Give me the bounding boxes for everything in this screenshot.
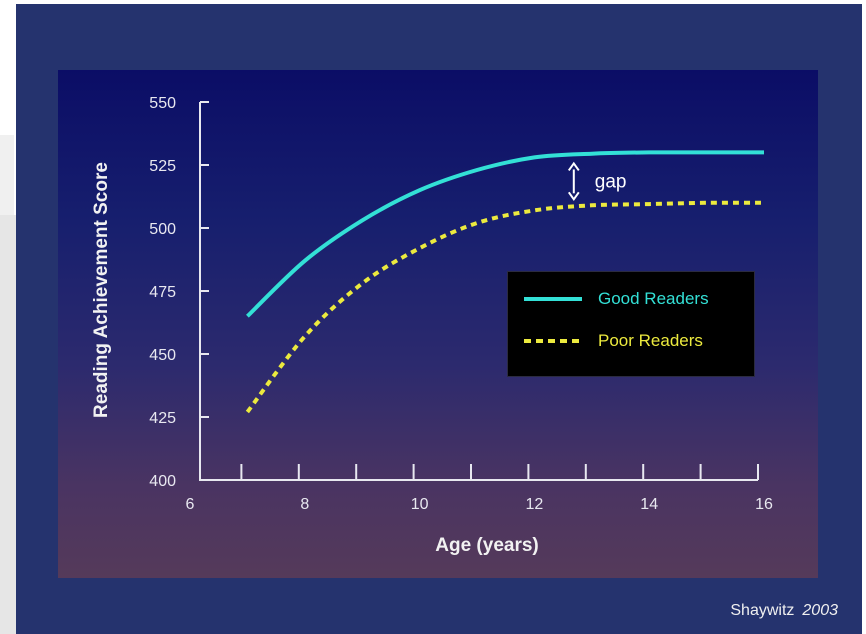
y-tick-label-425: 425 (149, 410, 176, 427)
left-margin-strip (0, 135, 14, 215)
y-tick-label-475: 475 (149, 284, 176, 301)
y-tick-label-500: 500 (149, 221, 176, 238)
y-tick-label-550: 550 (149, 95, 176, 112)
series-line-good-readers (246, 150, 764, 318)
credit-year: 2003 (802, 602, 838, 619)
x-tick-label-12: 12 (526, 496, 544, 513)
legend-swatch-good-readers (524, 297, 582, 301)
legend-item-poor-readers: Poor Readers (508, 329, 754, 353)
slide-background (16, 4, 862, 634)
y-tick-label-525: 525 (149, 158, 176, 175)
legend: Good Readers Poor Readers (507, 271, 755, 377)
y-axis-label: Reading Achievement Score (91, 162, 112, 418)
legend-label-poor-readers: Poor Readers (598, 331, 703, 350)
left-margin-panel (0, 215, 16, 634)
chart-annotations: gap (567, 161, 627, 202)
source-credit: Shaywitz 2003 (730, 602, 838, 620)
legend-item-good-readers: Good Readers (508, 287, 754, 311)
chart-ticks: 400 425 450 475 500 525 550 6 8 10 12 14 16 (149, 95, 773, 513)
chart-series (245, 150, 765, 414)
x-tick-label-8: 8 (300, 496, 309, 513)
y-tick-label-450: 450 (149, 347, 176, 364)
x-tick-label-16: 16 (755, 496, 773, 513)
gap-annotation-label: gap (595, 171, 627, 192)
x-axis-label: Age (years) (435, 535, 539, 556)
legend-label-good-readers: Good Readers (598, 289, 709, 308)
x-tick-label-14: 14 (640, 496, 658, 513)
credit-author: Shaywitz (730, 602, 795, 619)
x-tick-label-10: 10 (411, 496, 429, 513)
gap-arrow-up-head (567, 161, 580, 172)
y-tick-label-400: 400 (149, 473, 176, 490)
legend-swatch-poor-readers (524, 339, 582, 343)
x-tick-label-6: 6 (186, 496, 195, 513)
gap-arrow-down-head (567, 191, 580, 202)
